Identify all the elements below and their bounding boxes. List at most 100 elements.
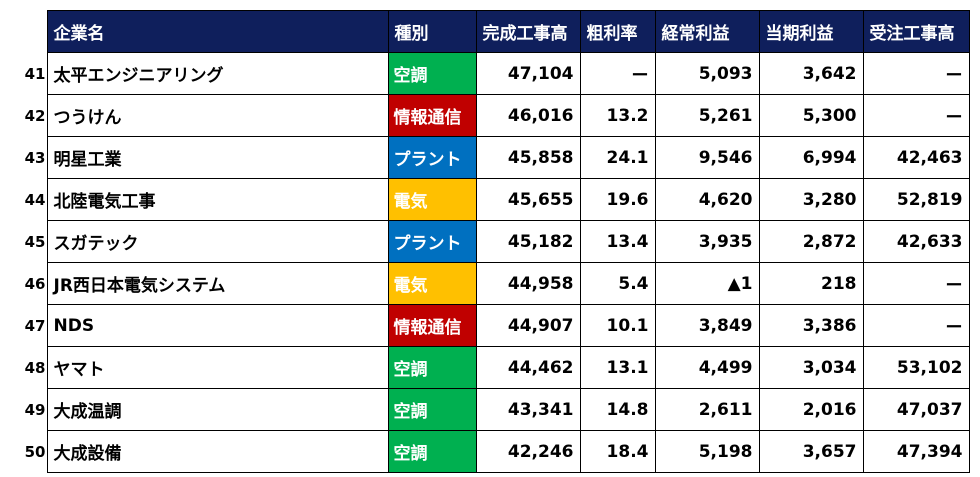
orders-header: 受注工事高 (862, 10, 970, 53)
net-profit-cell: 5,300 (758, 94, 864, 137)
company-name-cell: 北陸電気工事 (46, 178, 389, 221)
category-badge: 電気 (387, 262, 477, 305)
rank-cell: 49 (10, 388, 47, 431)
ordinary-profit-cell: 3,935 (654, 220, 760, 263)
rank-header (10, 10, 47, 53)
table-row: 42 つうけん 情報通信 46,016 13.2 5,261 5,300 ー (10, 94, 970, 137)
orders-value-cell: ー (862, 94, 970, 137)
orders-value-cell: ー (862, 52, 970, 95)
company-name-cell: JR西日本電気システム (46, 262, 389, 305)
net-profit-cell: 3,657 (758, 430, 864, 473)
gross-margin-cell: 13.4 (579, 220, 656, 263)
table-row: 41 太平エンジニアリング 空調 47,104 ー 5,093 3,642 ー (10, 52, 970, 95)
gross-margin-cell: 10.1 (579, 304, 656, 347)
net-profit-cell: 6,994 (758, 136, 864, 179)
category-badge: プラント (387, 136, 477, 179)
rank-cell: 45 (10, 220, 47, 263)
gross-margin-cell: 14.8 (579, 388, 656, 431)
table-row: 47 NDS 情報通信 44,907 10.1 3,849 3,386 ー (10, 304, 970, 347)
ordinary-profit-cell: 5,198 (654, 430, 760, 473)
company-name-cell: 太平エンジニアリング (46, 52, 389, 95)
table-row: 50 大成設備 空調 42,246 18.4 5,198 3,657 47,394 (10, 430, 970, 473)
table-row: 44 北陸電気工事 電気 45,655 19.6 4,620 3,280 52,819 (10, 178, 970, 221)
rank-cell: 48 (10, 346, 47, 389)
rank-cell: 42 (10, 94, 47, 137)
table-row: 43 明星工業 プラント 45,858 24.1 9,546 6,994 42,463 (10, 136, 970, 179)
rank-cell: 50 (10, 430, 47, 473)
rank-cell: 44 (10, 178, 47, 221)
gross-margin-header: 粗利率 (579, 10, 656, 53)
orders-value-cell: 42,633 (862, 220, 970, 263)
category-badge: 情報通信 (387, 94, 477, 137)
table-row: 49 大成温調 空調 43,341 14.8 2,611 2,016 47,037 (10, 388, 970, 431)
orders-value-cell: 53,102 (862, 346, 970, 389)
company-name-cell: 明星工業 (46, 136, 389, 179)
ordinary-profit-header: 経常利益 (654, 10, 760, 53)
completed-value-cell: 45,182 (475, 220, 581, 263)
rank-cell: 46 (10, 262, 47, 305)
category-badge: 電気 (387, 178, 477, 221)
gross-margin-cell: 13.2 (579, 94, 656, 137)
ordinary-profit-cell: 5,093 (654, 52, 760, 95)
completed-value-cell: 44,907 (475, 304, 581, 347)
ordinary-profit-cell: 9,546 (654, 136, 760, 179)
category-badge: 空調 (387, 52, 477, 95)
category-badge: 空調 (387, 430, 477, 473)
rank-cell: 47 (10, 304, 47, 347)
table-row: 45 スガテック プラント 45,182 13.4 3,935 2,872 42,633 (10, 220, 970, 263)
completed-value-cell: 43,341 (475, 388, 581, 431)
company-name-cell: 大成温調 (46, 388, 389, 431)
ordinary-profit-cell: ▲1 (654, 262, 760, 305)
gross-margin-cell: 19.6 (579, 178, 656, 221)
company-ranking-table: 企業名 種別 完成工事高 粗利率 経常利益 当期利益 受注工事高 41 太平エンジ… (10, 10, 970, 473)
completed-value-cell: 46,016 (475, 94, 581, 137)
company-name-cell: 大成設備 (46, 430, 389, 473)
company-name-cell: NDS (46, 304, 389, 347)
ordinary-profit-cell: 4,620 (654, 178, 760, 221)
ordinary-profit-cell: 5,261 (654, 94, 760, 137)
header-row: 企業名 種別 完成工事高 粗利率 経常利益 当期利益 受注工事高 (10, 10, 970, 53)
net-profit-cell: 3,642 (758, 52, 864, 95)
net-profit-cell: 3,280 (758, 178, 864, 221)
net-profit-cell: 2,016 (758, 388, 864, 431)
gross-margin-cell: ー (579, 52, 656, 95)
ordinary-profit-cell: 4,499 (654, 346, 760, 389)
gross-margin-cell: 5.4 (579, 262, 656, 305)
table-body: 41 太平エンジニアリング 空調 47,104 ー 5,093 3,642 ー 42 つうけん 情報… (10, 52, 970, 473)
rank-cell: 41 (10, 52, 47, 95)
category-badge: プラント (387, 220, 477, 263)
category-badge: 情報通信 (387, 304, 477, 347)
net-profit-cell: 218 (758, 262, 864, 305)
table-row: 48 ヤマト 空調 44,462 13.1 4,499 3,034 53,102 (10, 346, 970, 389)
completed-value-cell: 47,104 (475, 52, 581, 95)
orders-value-cell: 42,463 (862, 136, 970, 179)
net-profit-cell: 3,034 (758, 346, 864, 389)
orders-value-cell: 52,819 (862, 178, 970, 221)
company-name-cell: つうけん (46, 94, 389, 137)
table-row: 46 JR西日本電気システム 電気 44,958 5.4 ▲1 218 ー (10, 262, 970, 305)
company-header: 企業名 (46, 10, 389, 53)
category-header: 種別 (387, 10, 477, 53)
orders-value-cell: 47,037 (862, 388, 970, 431)
orders-value-cell: ー (862, 304, 970, 347)
orders-value-cell: 47,394 (862, 430, 970, 473)
company-name-cell: スガテック (46, 220, 389, 263)
net-profit-cell: 3,386 (758, 304, 864, 347)
net-profit-cell: 2,872 (758, 220, 864, 263)
completed-value-cell: 42,246 (475, 430, 581, 473)
company-name-cell: ヤマト (46, 346, 389, 389)
orders-value-cell: ー (862, 262, 970, 305)
completed-value-cell: 44,462 (475, 346, 581, 389)
category-badge: 空調 (387, 346, 477, 389)
category-badge: 空調 (387, 388, 477, 431)
ordinary-profit-cell: 3,849 (654, 304, 760, 347)
completed-header: 完成工事高 (475, 10, 581, 53)
completed-value-cell: 44,958 (475, 262, 581, 305)
net-profit-header: 当期利益 (758, 10, 864, 53)
completed-value-cell: 45,858 (475, 136, 581, 179)
gross-margin-cell: 18.4 (579, 430, 656, 473)
completed-value-cell: 45,655 (475, 178, 581, 221)
gross-margin-cell: 24.1 (579, 136, 656, 179)
rank-cell: 43 (10, 136, 47, 179)
